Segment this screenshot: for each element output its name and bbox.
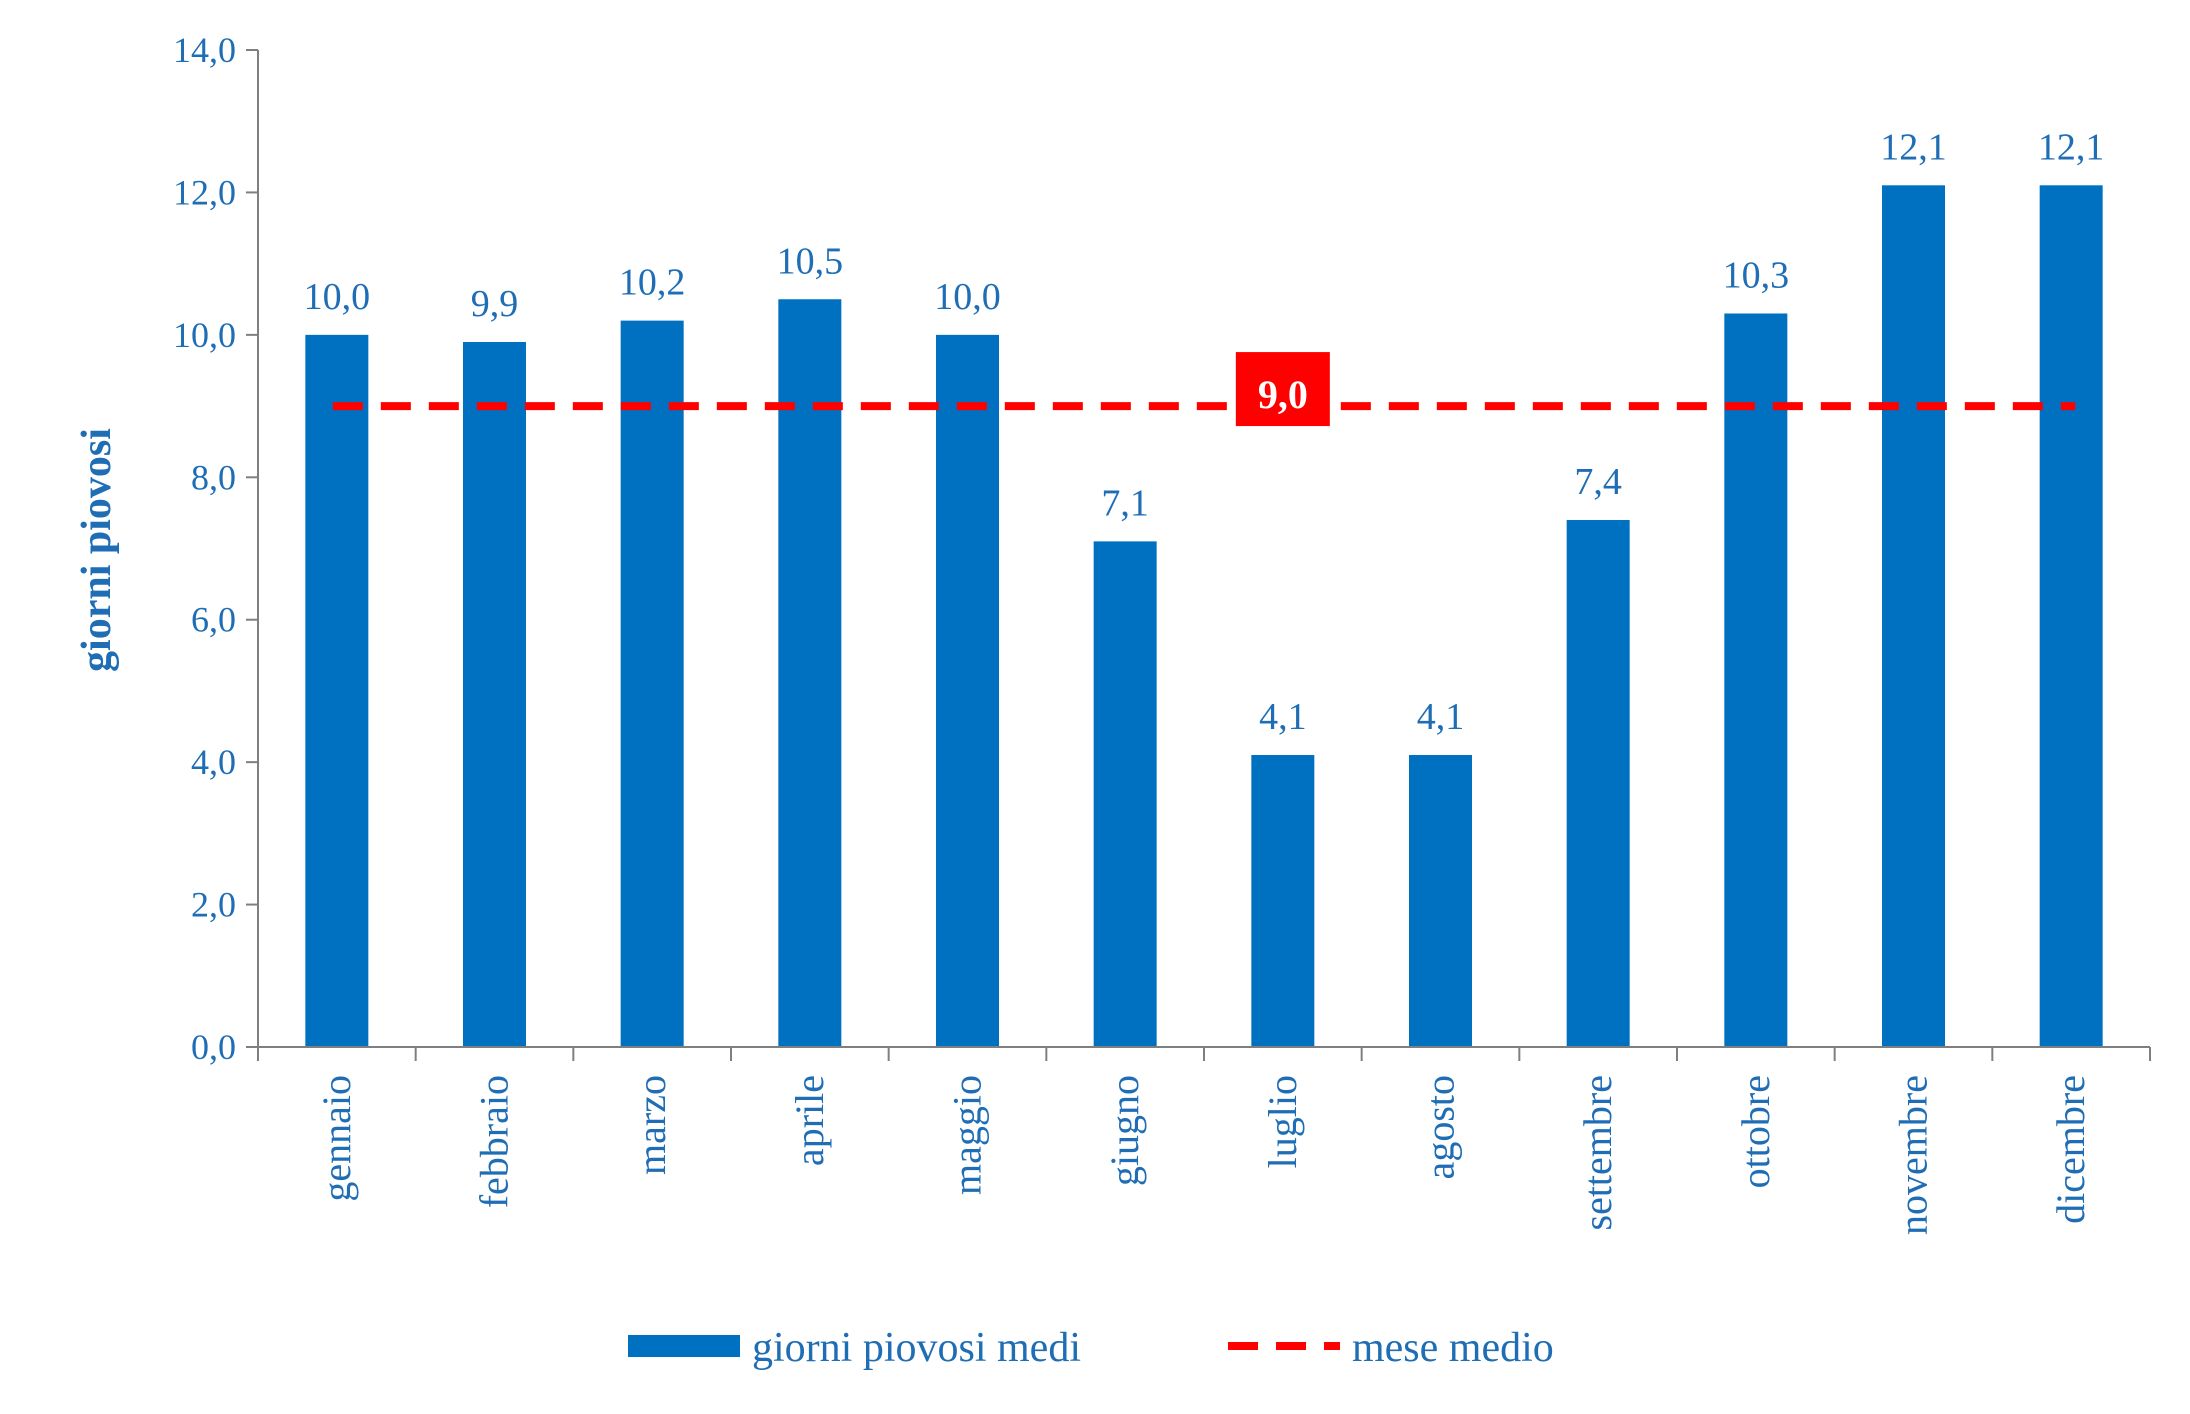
category-label-febbraio: febbraio [472,1075,517,1208]
bar-febbraio [463,341,526,1047]
category-label-luglio: luglio [1260,1075,1305,1168]
category-label-maggio: maggio [945,1075,990,1195]
category-label-marzo: marzo [629,1075,674,1175]
y-axis-ticks: 0,0 2,0 4,0 6,0 8,0 10,0 12,0 14,0 [173,30,258,1067]
bar-marzo [620,320,684,1048]
data-label-settembre: 7,4 [1574,461,1622,503]
data-label-aprile: 10,5 [777,240,844,282]
y-tick-label: 6,0 [191,600,236,640]
bar-maggio [936,334,999,1047]
axes [257,50,2151,1061]
category-label-giugno: giugno [1102,1075,1147,1186]
data-label-dicembre: 12,1 [2038,126,2105,168]
y-tick-label: 0,0 [191,1027,236,1067]
y-tick-label: 14,0 [173,30,236,70]
category-label-novembre: novembre [1891,1075,1936,1235]
bar-luglio [1251,755,1315,1047]
bar-dicembre [2039,185,2103,1048]
x-axis-category-labels: gennaio febbraio marzo aprile maggio giugno lu… [314,1075,2093,1235]
y-tick-label: 8,0 [191,457,236,497]
data-label-maggio: 10,0 [934,276,1001,318]
category-label-dicembre: dicembre [2048,1075,2093,1224]
legend-label-average: mese medio [1352,1325,1554,1371]
bars [305,185,2103,1048]
data-label-febbraio: 9,9 [471,283,519,325]
legend-swatch-bars [628,1335,740,1357]
legend-label-bars: giorni piovosi medi [752,1325,1081,1371]
data-label-novembre: 12,1 [1880,126,1947,168]
category-label-ottobre: ottobre [1733,1075,1778,1188]
bar-aprile [778,299,842,1047]
category-label-gennaio: gennaio [314,1075,359,1202]
y-axis-title: giorni piovosi [74,428,120,672]
bar-gennaio [305,334,369,1047]
legend: giorni piovosi medi mese medio [628,1325,1554,1371]
data-label-gennaio: 10,0 [304,276,371,318]
category-label-aprile: aprile [787,1075,832,1166]
bar-agosto [1409,755,1472,1047]
data-label-agosto: 4,1 [1417,696,1465,738]
y-tick-label: 12,0 [173,172,236,212]
average-label: 9,0 [1258,372,1308,417]
bar-giugno [1093,541,1157,1047]
average-line-group: 9,0 [332,352,2076,427]
data-labels: 10,0 9,9 10,2 10,5 10,0 7,1 4,1 4,1 7,4 10,3 12,1 1… [304,126,2105,738]
bar-novembre [1882,185,1945,1048]
data-label-marzo: 10,2 [619,262,686,304]
data-label-luglio: 4,1 [1259,696,1307,738]
category-label-agosto: agosto [1418,1075,1463,1179]
data-label-giugno: 7,1 [1101,482,1149,524]
bar-ottobre [1724,313,1788,1047]
bar-settembre [1566,520,1630,1047]
data-label-ottobre: 10,3 [1723,254,1790,296]
average-label-box [1235,352,1330,427]
y-tick-label: 4,0 [191,742,236,782]
category-label-settembre: settembre [1575,1075,1620,1231]
y-tick-label: 10,0 [173,315,236,355]
y-tick-label: 2,0 [191,885,236,925]
